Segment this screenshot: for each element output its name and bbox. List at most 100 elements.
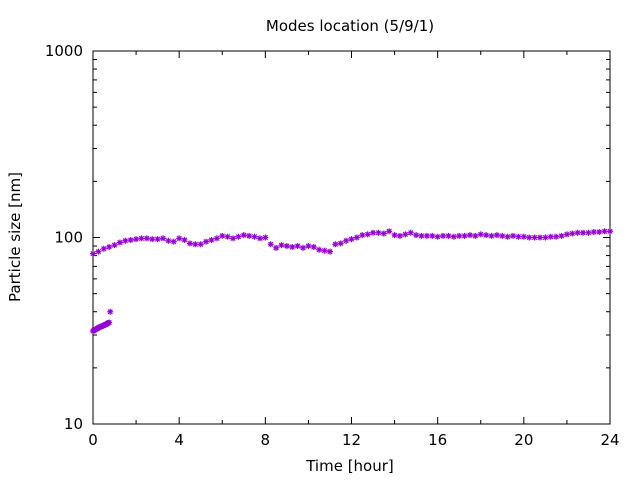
x-tick-label: 8 <box>261 431 271 449</box>
data-point <box>251 233 258 240</box>
data-point <box>413 232 420 239</box>
data-point <box>569 230 576 237</box>
data-point <box>456 232 463 239</box>
data-point <box>364 231 371 238</box>
data-point <box>488 232 495 239</box>
data-point <box>230 235 237 242</box>
x-tick-label: 24 <box>600 431 619 449</box>
data-point <box>224 233 231 240</box>
data-point <box>580 229 587 236</box>
y-axis-title: Particle size [nm] <box>6 172 24 302</box>
data-point <box>213 235 220 242</box>
x-axis: 0 4 8 12 16 20 24 <box>88 51 620 449</box>
data-point <box>116 239 123 246</box>
data-point <box>289 243 296 250</box>
data-point <box>305 243 312 250</box>
data-point <box>343 237 350 244</box>
data-point <box>160 235 167 242</box>
data-point <box>316 246 323 253</box>
data-point <box>353 234 360 241</box>
data-point <box>262 234 269 241</box>
y-axis: 10 100 1000 <box>45 42 610 433</box>
data-point <box>300 244 307 251</box>
data-point <box>429 232 436 239</box>
x-tick-label: 4 <box>174 431 184 449</box>
data-point <box>553 233 560 240</box>
data-point <box>558 232 565 239</box>
data-point <box>386 228 393 235</box>
data-point <box>176 235 183 242</box>
data-points <box>90 228 613 335</box>
data-point <box>574 229 581 236</box>
x-tick-label: 16 <box>428 431 447 449</box>
data-point <box>154 236 161 243</box>
data-point <box>418 232 425 239</box>
data-point <box>493 232 500 239</box>
data-point <box>219 232 226 239</box>
data-point <box>477 231 484 238</box>
data-point <box>321 247 328 254</box>
data-point <box>127 236 134 243</box>
data-point <box>601 228 608 235</box>
data-point <box>348 236 355 243</box>
data-point <box>106 243 113 250</box>
data-point <box>332 241 339 248</box>
x-tick-label: 0 <box>88 431 98 449</box>
data-point <box>192 241 199 248</box>
data-point <box>407 229 414 236</box>
data-point <box>138 235 145 242</box>
data-point <box>197 241 204 248</box>
data-point <box>450 233 457 240</box>
data-point <box>181 236 188 243</box>
data-point <box>510 232 517 239</box>
data-point <box>542 234 549 241</box>
data-point <box>402 231 409 238</box>
data-point <box>165 237 172 244</box>
y-tick-label: 10 <box>64 415 83 433</box>
data-point <box>466 232 473 239</box>
data-point <box>531 234 538 241</box>
data-point <box>203 238 210 245</box>
chart-title: Modes location (5/9/1) <box>266 17 434 35</box>
data-point <box>337 240 344 247</box>
data-point <box>375 229 382 236</box>
data-point <box>607 228 613 235</box>
data-point <box>515 233 522 240</box>
data-point <box>391 232 398 239</box>
y-tick-label: 100 <box>54 229 83 247</box>
x-tick-label: 20 <box>514 431 533 449</box>
data-point <box>294 243 301 250</box>
data-point <box>90 250 96 257</box>
data-point <box>461 232 468 239</box>
data-point <box>283 243 290 250</box>
data-point <box>235 233 242 240</box>
data-point <box>326 248 333 255</box>
data-point <box>186 240 193 247</box>
data-point <box>434 233 441 240</box>
y-tick-label: 1000 <box>45 42 83 60</box>
data-point <box>246 232 253 239</box>
data-point <box>526 234 533 241</box>
data-point <box>278 242 285 249</box>
data-point <box>359 232 366 239</box>
x-axis-title: Time [hour] <box>305 457 394 475</box>
data-point <box>240 232 247 239</box>
data-point <box>536 234 543 241</box>
data-point <box>111 242 118 249</box>
data-point <box>122 237 129 244</box>
data-point <box>472 232 479 239</box>
data-point <box>483 232 490 239</box>
data-point <box>208 236 215 243</box>
data-point <box>107 308 114 315</box>
data-point <box>596 229 603 236</box>
data-point <box>95 248 102 255</box>
x-tick-label: 12 <box>342 431 361 449</box>
data-point <box>170 238 177 245</box>
data-point <box>106 319 113 326</box>
data-point <box>423 232 430 239</box>
data-point <box>396 232 403 239</box>
data-point <box>143 235 150 242</box>
data-point <box>149 236 156 243</box>
data-point <box>100 245 107 252</box>
